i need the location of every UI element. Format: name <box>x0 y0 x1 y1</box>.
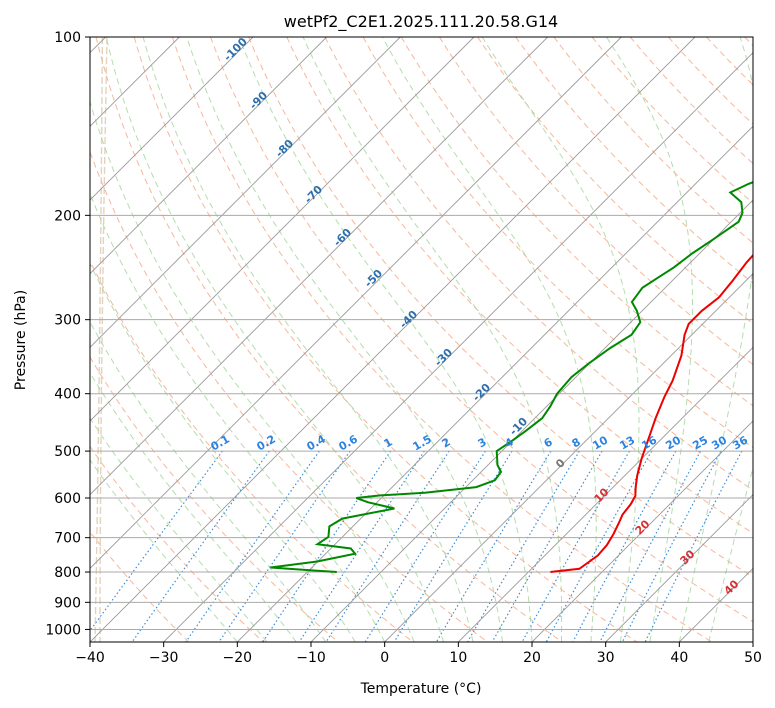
y-tick-label: 600 <box>54 491 81 507</box>
mixing-ratio-line <box>262 450 392 642</box>
isotherm-line <box>90 37 254 201</box>
dry-adiabat-line <box>248 37 753 578</box>
y-tick-label: 900 <box>54 595 81 611</box>
y-tick-label: 500 <box>54 444 81 460</box>
x-axis-label: Temperature (°C) <box>360 681 482 697</box>
y-tick-label: 800 <box>54 565 81 581</box>
isotherm-line <box>605 494 753 642</box>
dry-adiabat-line <box>477 37 753 325</box>
mixing-ratio-line <box>599 450 702 642</box>
x-tick-label: 40 <box>670 650 688 666</box>
moist-adiabat-line <box>186 37 503 642</box>
y-tick-label: 300 <box>54 313 81 329</box>
tan-guide-line <box>94 37 104 642</box>
moist-adiabat-line <box>105 37 445 642</box>
mixing-ratio-line <box>545 450 653 642</box>
isotherm-line <box>237 125 753 642</box>
dry-adiabat-line <box>133 37 638 642</box>
x-tick-label: 0 <box>380 650 389 666</box>
isotherm-line <box>384 273 753 642</box>
moist-adiabat-line <box>90 417 268 642</box>
x-tick-label: −40 <box>75 650 105 666</box>
moist-adiabat-line <box>142 37 474 642</box>
temperature-profile <box>550 253 753 573</box>
moist-adiabat-line <box>678 37 753 642</box>
y-tick-label: 700 <box>54 531 81 547</box>
tan-guide-line <box>99 37 108 642</box>
x-tick-label: 50 <box>744 650 762 666</box>
isotherm-line <box>90 37 401 348</box>
dry-adiabat-line <box>438 37 753 366</box>
x-tick-label: 20 <box>523 650 541 666</box>
moist-adiabat-line <box>708 465 753 642</box>
moist-adiabat-line <box>90 459 238 642</box>
moist-adiabat-line <box>90 371 297 642</box>
mixing-ratio-line <box>521 450 631 642</box>
moist-adiabat-line <box>90 262 356 642</box>
profile-lines <box>270 181 753 573</box>
moist-adiabat-line <box>238 37 533 642</box>
isotherm-line <box>90 37 696 642</box>
dry-adiabat-line <box>324 37 753 491</box>
x-tick-label: −10 <box>296 650 326 666</box>
y-tick-label: 1000 <box>45 622 81 638</box>
isotherm-line <box>531 420 753 642</box>
y-tick-label: 200 <box>54 208 81 224</box>
isotherm-line <box>90 37 622 569</box>
moist-adiabat-line <box>90 99 415 642</box>
background-lines <box>90 37 753 642</box>
dry-adiabat-line <box>90 445 264 642</box>
y-axis-label: Pressure (hPa) <box>13 290 29 390</box>
mixing-ratio-line <box>491 450 603 642</box>
chart-title: wetPf2_C2E1.2025.111.20.58.G14 <box>284 12 558 32</box>
moist-adiabat-line <box>90 192 386 642</box>
x-tick-label: 10 <box>449 650 467 666</box>
dewpoint-profile <box>270 181 753 573</box>
moist-adiabat-line <box>381 37 597 642</box>
mixing-ratio-line <box>644 450 743 642</box>
mixing-ratio-line <box>218 450 351 642</box>
isotherm-line <box>90 37 327 275</box>
isotherm-line <box>310 199 753 642</box>
x-tick-label: 30 <box>597 650 615 666</box>
dry-adiabat-line <box>210 37 753 623</box>
isotherm-line <box>90 37 548 496</box>
x-tick-label: −20 <box>223 650 253 666</box>
isotherm-line <box>163 52 753 642</box>
moist-adiabat-line <box>302 37 563 642</box>
plot-frame <box>89 36 754 643</box>
moist-adiabat-line <box>606 37 693 642</box>
moist-adiabat-line <box>481 37 640 642</box>
dry-adiabat-line <box>90 150 488 642</box>
axes: −40 −30 −20 −10 0 10 20 30 40 50 100 200 300 400 500 60… <box>45 30 762 666</box>
y-tick-label: 400 <box>54 387 81 403</box>
mixing-ratio-line <box>572 450 677 642</box>
x-tick-label: −30 <box>149 650 179 666</box>
y-tick-label: 100 <box>54 30 81 46</box>
dry-adiabat-line <box>90 356 339 642</box>
isotherm-line <box>90 37 475 422</box>
mixing-ratio-line <box>90 450 223 632</box>
isotherm-line <box>458 346 753 642</box>
dry-adiabat-line <box>171 37 712 642</box>
mixing-ratio-line <box>621 450 722 642</box>
moist-adiabat-line <box>90 321 327 642</box>
dry-adiabat-line <box>95 37 563 642</box>
mixing-ratio-line <box>185 450 320 642</box>
